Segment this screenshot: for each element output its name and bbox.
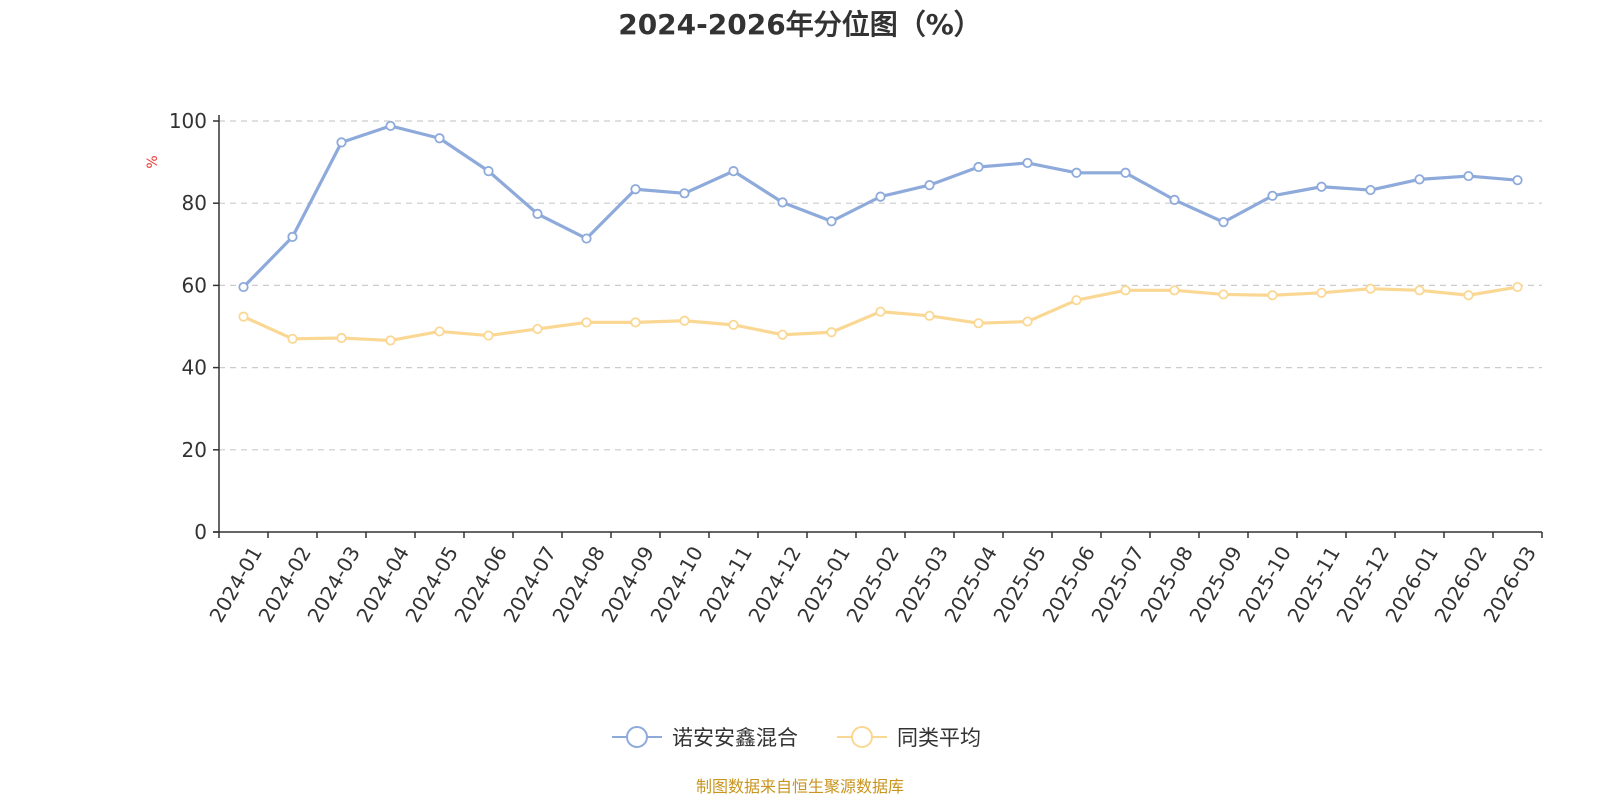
data-point[interactable] [679,188,690,199]
data-point[interactable] [875,191,886,202]
y-tick-label: 60 [182,273,207,297]
data-point[interactable] [385,120,396,132]
data-point[interactable] [434,326,445,337]
data-point[interactable] [924,180,935,191]
y-tick-label: 0 [194,520,207,544]
data-point[interactable] [630,184,641,195]
data-point[interactable] [777,329,788,340]
legend-marker-icon [851,726,873,748]
data-point[interactable] [1365,184,1376,196]
data-point[interactable] [826,327,837,338]
data-point[interactable] [532,323,543,335]
data-point[interactable] [1218,217,1229,228]
data-point[interactable] [532,208,543,219]
data-point[interactable] [1169,285,1180,296]
data-point[interactable] [238,281,249,293]
data-point[interactable] [1071,295,1082,306]
data-point[interactable] [728,319,739,330]
legend-item[interactable]: 诺安安鑫混合 [612,726,798,750]
y-axis-unit-label: % [145,155,161,168]
legend-marker-icon [626,726,648,748]
data-point[interactable] [1120,167,1131,178]
series-line [242,124,1518,289]
series-0 [238,120,1523,293]
data-point[interactable] [1022,316,1033,327]
data-point[interactable] [385,335,396,346]
data-point[interactable] [1316,287,1327,298]
data-point[interactable] [1512,175,1523,186]
legend-item[interactable]: 同类平均 [837,726,981,750]
series-lines [238,120,1523,346]
data-point[interactable] [1267,190,1278,201]
data-source-note: 制图数据来自恒生聚源数据库 [696,777,904,796]
data-point[interactable] [1169,194,1180,206]
data-point[interactable] [630,317,641,328]
data-point[interactable] [1218,289,1229,300]
data-point[interactable] [1463,170,1474,182]
data-point[interactable] [1267,290,1278,301]
legend-label: 同类平均 [897,726,981,750]
data-point[interactable] [924,310,935,321]
data-point[interactable] [1512,281,1523,293]
data-point[interactable] [875,306,886,317]
data-point[interactable] [238,311,249,322]
data-point[interactable] [1120,285,1131,296]
data-point[interactable] [728,166,739,177]
grid-lines [219,120,1542,451]
data-point[interactable] [581,233,592,244]
data-point[interactable] [336,137,347,148]
data-point[interactable] [777,197,788,208]
data-point[interactable] [287,333,298,344]
data-point[interactable] [336,332,347,344]
data-point[interactable] [581,317,592,328]
chart-title: 2024-2026年分位图（%） [618,8,982,41]
data-point[interactable] [1365,283,1376,294]
data-point[interactable] [1414,285,1425,296]
data-point[interactable] [1316,181,1327,192]
data-point[interactable] [826,216,837,227]
data-point[interactable] [679,315,690,326]
data-point[interactable] [434,133,445,144]
y-tick-label: 100 [169,109,207,133]
data-point[interactable] [1071,167,1082,178]
data-point[interactable] [1414,174,1425,185]
data-point[interactable] [1022,157,1033,169]
series-1 [238,281,1523,346]
data-point[interactable] [483,166,494,177]
data-point[interactable] [973,161,984,173]
data-point[interactable] [483,330,494,341]
y-tick-label: 40 [182,356,207,380]
y-tick-label: 80 [182,191,207,215]
data-point[interactable] [287,231,298,243]
data-point[interactable] [973,318,984,329]
y-tick-label: 20 [182,438,207,462]
legend-label: 诺安安鑫混合 [672,726,798,750]
legend[interactable]: 诺安安鑫混合 同类平均 [612,726,981,750]
data-point[interactable] [1463,290,1474,301]
